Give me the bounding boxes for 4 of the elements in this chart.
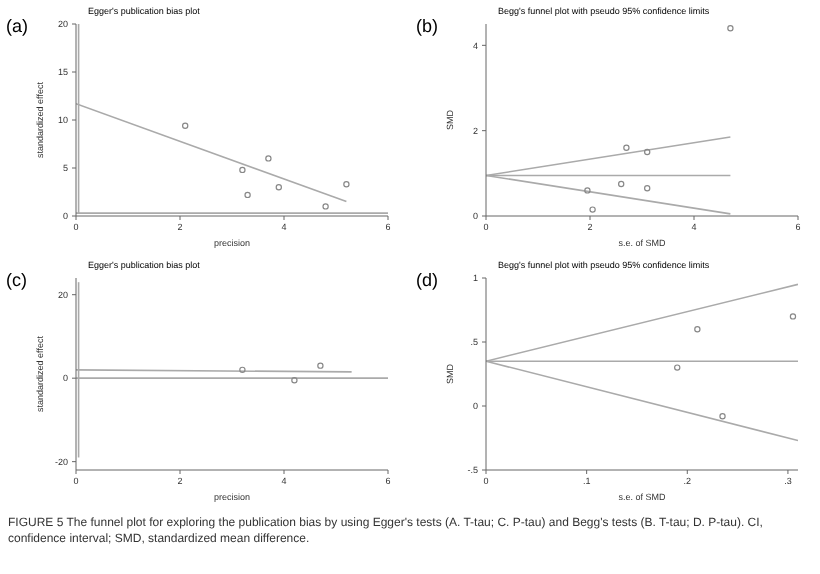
- text: (b): [416, 16, 438, 36]
- text: (c): [6, 270, 27, 290]
- text: (d): [416, 270, 438, 290]
- text: (a): [6, 16, 28, 36]
